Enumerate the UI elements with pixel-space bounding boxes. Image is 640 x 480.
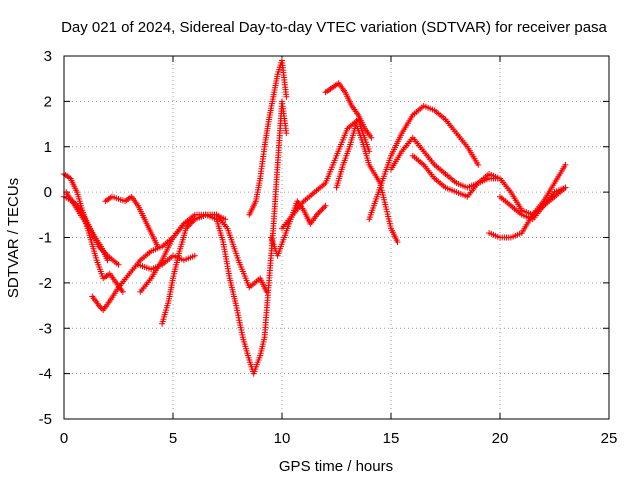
series-trace — [248, 59, 288, 216]
series-trace — [335, 123, 399, 243]
x-axis-label: GPS time / hours — [279, 458, 393, 475]
series-trace — [104, 196, 159, 248]
series-trace — [63, 173, 124, 293]
x-tick-labels: 0 5 10 15 20 25 — [60, 430, 618, 447]
y-tick-label: 2 — [44, 93, 52, 110]
series-markers — [486, 161, 569, 241]
series-markers — [388, 134, 503, 191]
series-trace — [281, 118, 370, 230]
y-tick-label: 0 — [44, 184, 52, 201]
x-tick-label: 0 — [60, 430, 68, 447]
y-tick-label: -3 — [39, 320, 52, 337]
series-trace — [161, 214, 226, 325]
series-trace — [488, 164, 567, 239]
series-trace — [324, 82, 373, 139]
series-trace — [499, 186, 567, 220]
series-markers — [137, 211, 270, 295]
y-tick-label: 1 — [44, 139, 52, 156]
plot-frame — [63, 55, 610, 420]
series-trace — [215, 100, 288, 375]
x-tick-label: 25 — [601, 430, 618, 447]
x-tick-label: 5 — [169, 430, 177, 447]
series-trace — [368, 105, 479, 220]
y-tick-label: -5 — [39, 411, 52, 428]
y-axis-label: SDTVAR / TECUs — [5, 178, 22, 298]
y-tick-labels: -5 -4 -3 -2 -1 0 1 2 3 — [39, 48, 52, 428]
series-markers — [246, 57, 290, 218]
grid-lines — [64, 56, 609, 419]
x-tick-label: 20 — [492, 430, 509, 447]
series-trace — [91, 214, 218, 311]
y-tick-label: 3 — [44, 48, 52, 65]
y-tick-label: -4 — [39, 366, 52, 383]
y-tick-label: -2 — [39, 275, 52, 292]
x-tick-label: 15 — [383, 430, 400, 447]
series-markers — [89, 211, 220, 314]
series-markers — [102, 193, 161, 250]
series-trace — [65, 191, 109, 261]
chart-title: Day 021 of 2024, Sidereal Day-to-day VTE… — [61, 19, 607, 36]
series-markers — [159, 211, 229, 327]
series-trace — [270, 200, 327, 257]
x-tick-label: 10 — [274, 430, 291, 447]
y-tick-label: -1 — [39, 230, 52, 247]
series-trace — [137, 255, 196, 270]
